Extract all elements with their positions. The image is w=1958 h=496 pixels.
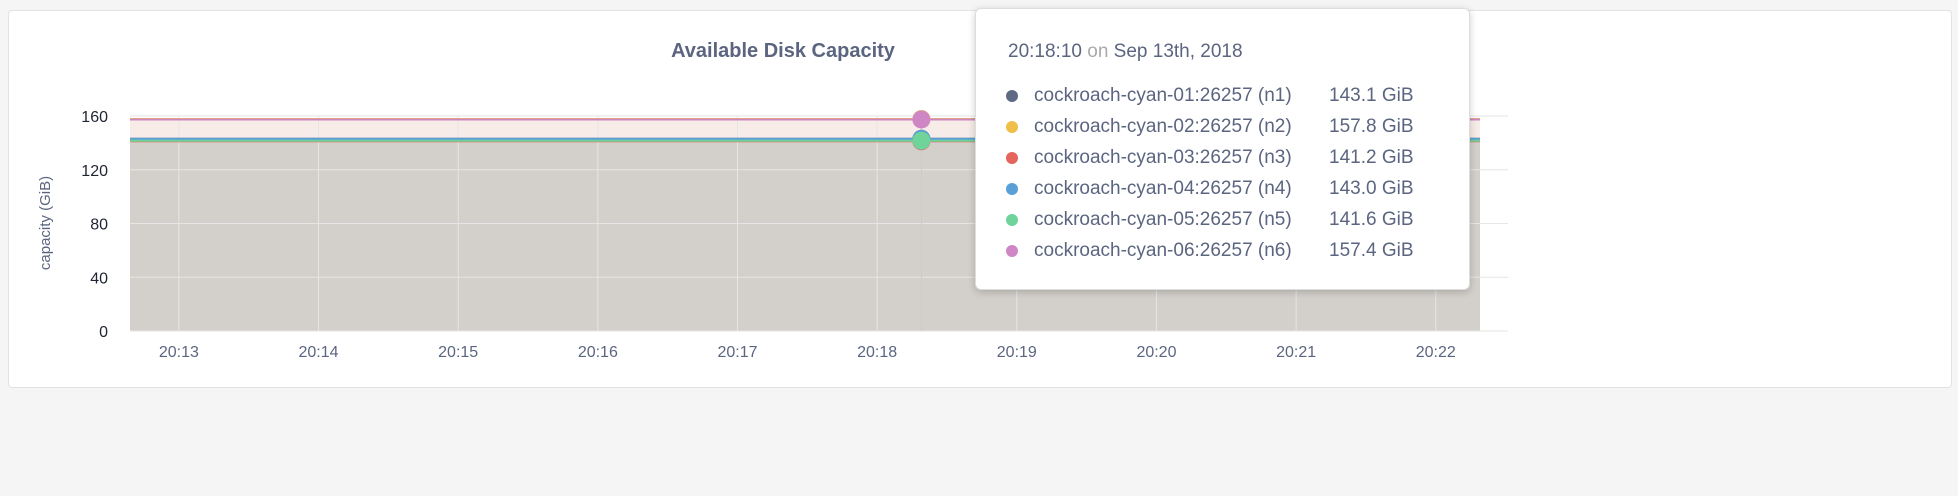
tooltip-header: 20:18:10 on Sep 13th, 2018 (1008, 41, 1243, 63)
tooltip-date: Sep 13th, 2018 (1113, 41, 1243, 62)
y-tick-label: 120 (81, 163, 108, 180)
x-tick-label: 20:18 (857, 344, 897, 361)
series-name: cockroach-cyan-03:26257 (n3) (1034, 147, 1292, 168)
tooltip-row: cockroach-cyan-04:26257 (n4) 143.0 GiB (1006, 174, 1414, 204)
y-tick-label: 80 (90, 217, 108, 234)
series-dot-icon (1006, 245, 1018, 257)
series-value: 141.6 GiB (1329, 209, 1414, 230)
tooltip: 20:18:10 on Sep 13th, 2018 cockroach-cya… (975, 8, 1470, 290)
x-tick-label: 20:15 (438, 344, 478, 361)
hover-point (912, 131, 931, 150)
x-tick-label: 20:17 (717, 344, 757, 361)
tooltip-time: 20:18:10 (1008, 41, 1082, 62)
x-tick-label: 20:20 (1136, 344, 1176, 361)
tooltip-row: cockroach-cyan-05:26257 (n5) 141.6 GiB (1006, 205, 1414, 235)
series-name: cockroach-cyan-02:26257 (n2) (1034, 116, 1292, 137)
tooltip-row: cockroach-cyan-06:26257 (n6) 157.4 GiB (1006, 236, 1414, 266)
y-tick-label: 0 (99, 324, 108, 341)
series-value: 143.0 GiB (1329, 178, 1414, 199)
series-dot-icon (1006, 183, 1018, 195)
y-tick-label: 40 (90, 270, 108, 287)
x-tick-label: 20:19 (997, 344, 1037, 361)
series-dot-icon (1006, 121, 1018, 133)
tooltip-row: cockroach-cyan-02:26257 (n2) 157.8 GiB (1006, 112, 1414, 142)
y-axis-label: capacity (GiB) (37, 176, 54, 270)
series-dot-icon (1006, 90, 1018, 102)
tooltip-on: on (1087, 41, 1109, 62)
series-name: cockroach-cyan-05:26257 (n5) (1034, 209, 1292, 230)
y-tick-label: 160 (81, 109, 108, 126)
series-dot-icon (1006, 214, 1018, 226)
series-dot-icon (1006, 152, 1018, 164)
series-name: cockroach-cyan-01:26257 (n1) (1034, 85, 1292, 106)
series-value: 141.2 GiB (1329, 147, 1414, 168)
x-tick-label: 20:13 (159, 344, 199, 361)
x-tick-label: 20:22 (1416, 344, 1456, 361)
tooltip-row: cockroach-cyan-01:26257 (n1) 143.1 GiB (1006, 81, 1414, 111)
series-value: 143.1 GiB (1329, 85, 1414, 106)
x-tick-label: 20:21 (1276, 344, 1316, 361)
series-value: 157.8 GiB (1329, 116, 1414, 137)
x-tick-label: 20:16 (578, 344, 618, 361)
tooltip-row: cockroach-cyan-03:26257 (n3) 141.2 GiB (1006, 143, 1414, 173)
series-name: cockroach-cyan-04:26257 (n4) (1034, 178, 1292, 199)
series-value: 157.4 GiB (1329, 240, 1414, 261)
hover-point (912, 110, 931, 129)
x-tick-label: 20:14 (299, 344, 339, 361)
series-name: cockroach-cyan-06:26257 (n6) (1034, 240, 1292, 261)
chart-title: Available Disk Capacity (671, 40, 895, 62)
